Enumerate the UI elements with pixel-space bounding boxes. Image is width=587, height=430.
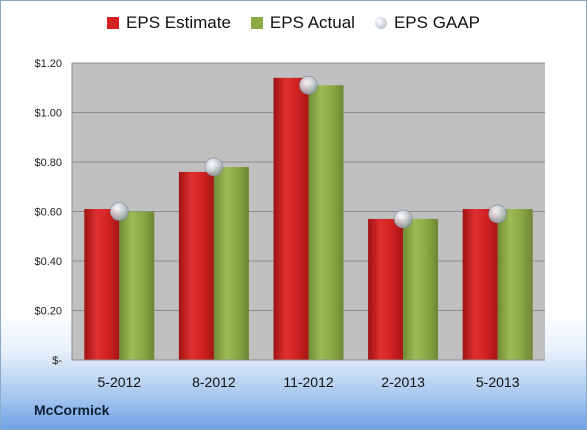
x-tick-label: 5-2012: [98, 374, 142, 390]
marker-eps-gaap: [299, 75, 318, 95]
bar-eps-actual: [119, 211, 155, 360]
bar-eps-estimate: [273, 77, 309, 360]
bar-eps-estimate: [462, 209, 498, 360]
x-tick-label: 11-2012: [283, 374, 334, 390]
y-tick-label: $0.80: [34, 157, 62, 169]
y-tick-label: $1.00: [34, 108, 62, 120]
chart-legend: EPS Estimate EPS Actual EPS GAAP: [1, 13, 586, 33]
legend-label-estimate: EPS Estimate: [126, 13, 231, 32]
legend-swatch-estimate: [107, 17, 120, 29]
bar-eps-actual: [403, 218, 439, 360]
y-tick-label: $0.20: [34, 306, 62, 318]
company-name: McCormick: [34, 402, 110, 418]
bars: [84, 77, 533, 361]
marker-eps-gaap: [393, 209, 413, 229]
legend-swatch-gaap: [374, 17, 387, 29]
bar-eps-estimate: [84, 209, 120, 360]
x-tick-label: 5-2013: [476, 374, 520, 390]
axes: $- $0.20 $0.40 $0.60 $0.80 $1.00 $1.20 5-2012 8-…: [34, 58, 545, 390]
x-tick-label: 8-2012: [192, 374, 236, 390]
legend-swatch-actual: [250, 17, 263, 29]
bar-eps-estimate: [368, 218, 404, 360]
bar-eps-actual: [308, 85, 344, 361]
legend-item-estimate: EPS Estimate: [107, 13, 231, 33]
bar-eps-estimate: [178, 171, 214, 360]
marker-eps-gaap: [204, 157, 224, 177]
bar-eps-actual: [497, 209, 533, 360]
marker-eps-gaap: [488, 204, 508, 224]
x-tick-label: 2-2013: [381, 374, 425, 390]
y-tick-label: $0.60: [34, 207, 62, 219]
y-tick-label: $1.20: [34, 58, 62, 70]
legend-label-actual: EPS Actual: [269, 13, 355, 32]
legend-label-gaap: EPS GAAP: [393, 13, 480, 32]
gaap-markers: [110, 75, 508, 229]
bar-eps-actual: [213, 166, 249, 360]
legend-item-gaap: EPS GAAP: [374, 13, 480, 33]
legend-item-actual: EPS Actual: [250, 13, 355, 33]
y-tick-label: $-: [52, 355, 62, 367]
y-tick-label: $0.40: [34, 256, 62, 268]
marker-eps-gaap: [110, 202, 129, 221]
